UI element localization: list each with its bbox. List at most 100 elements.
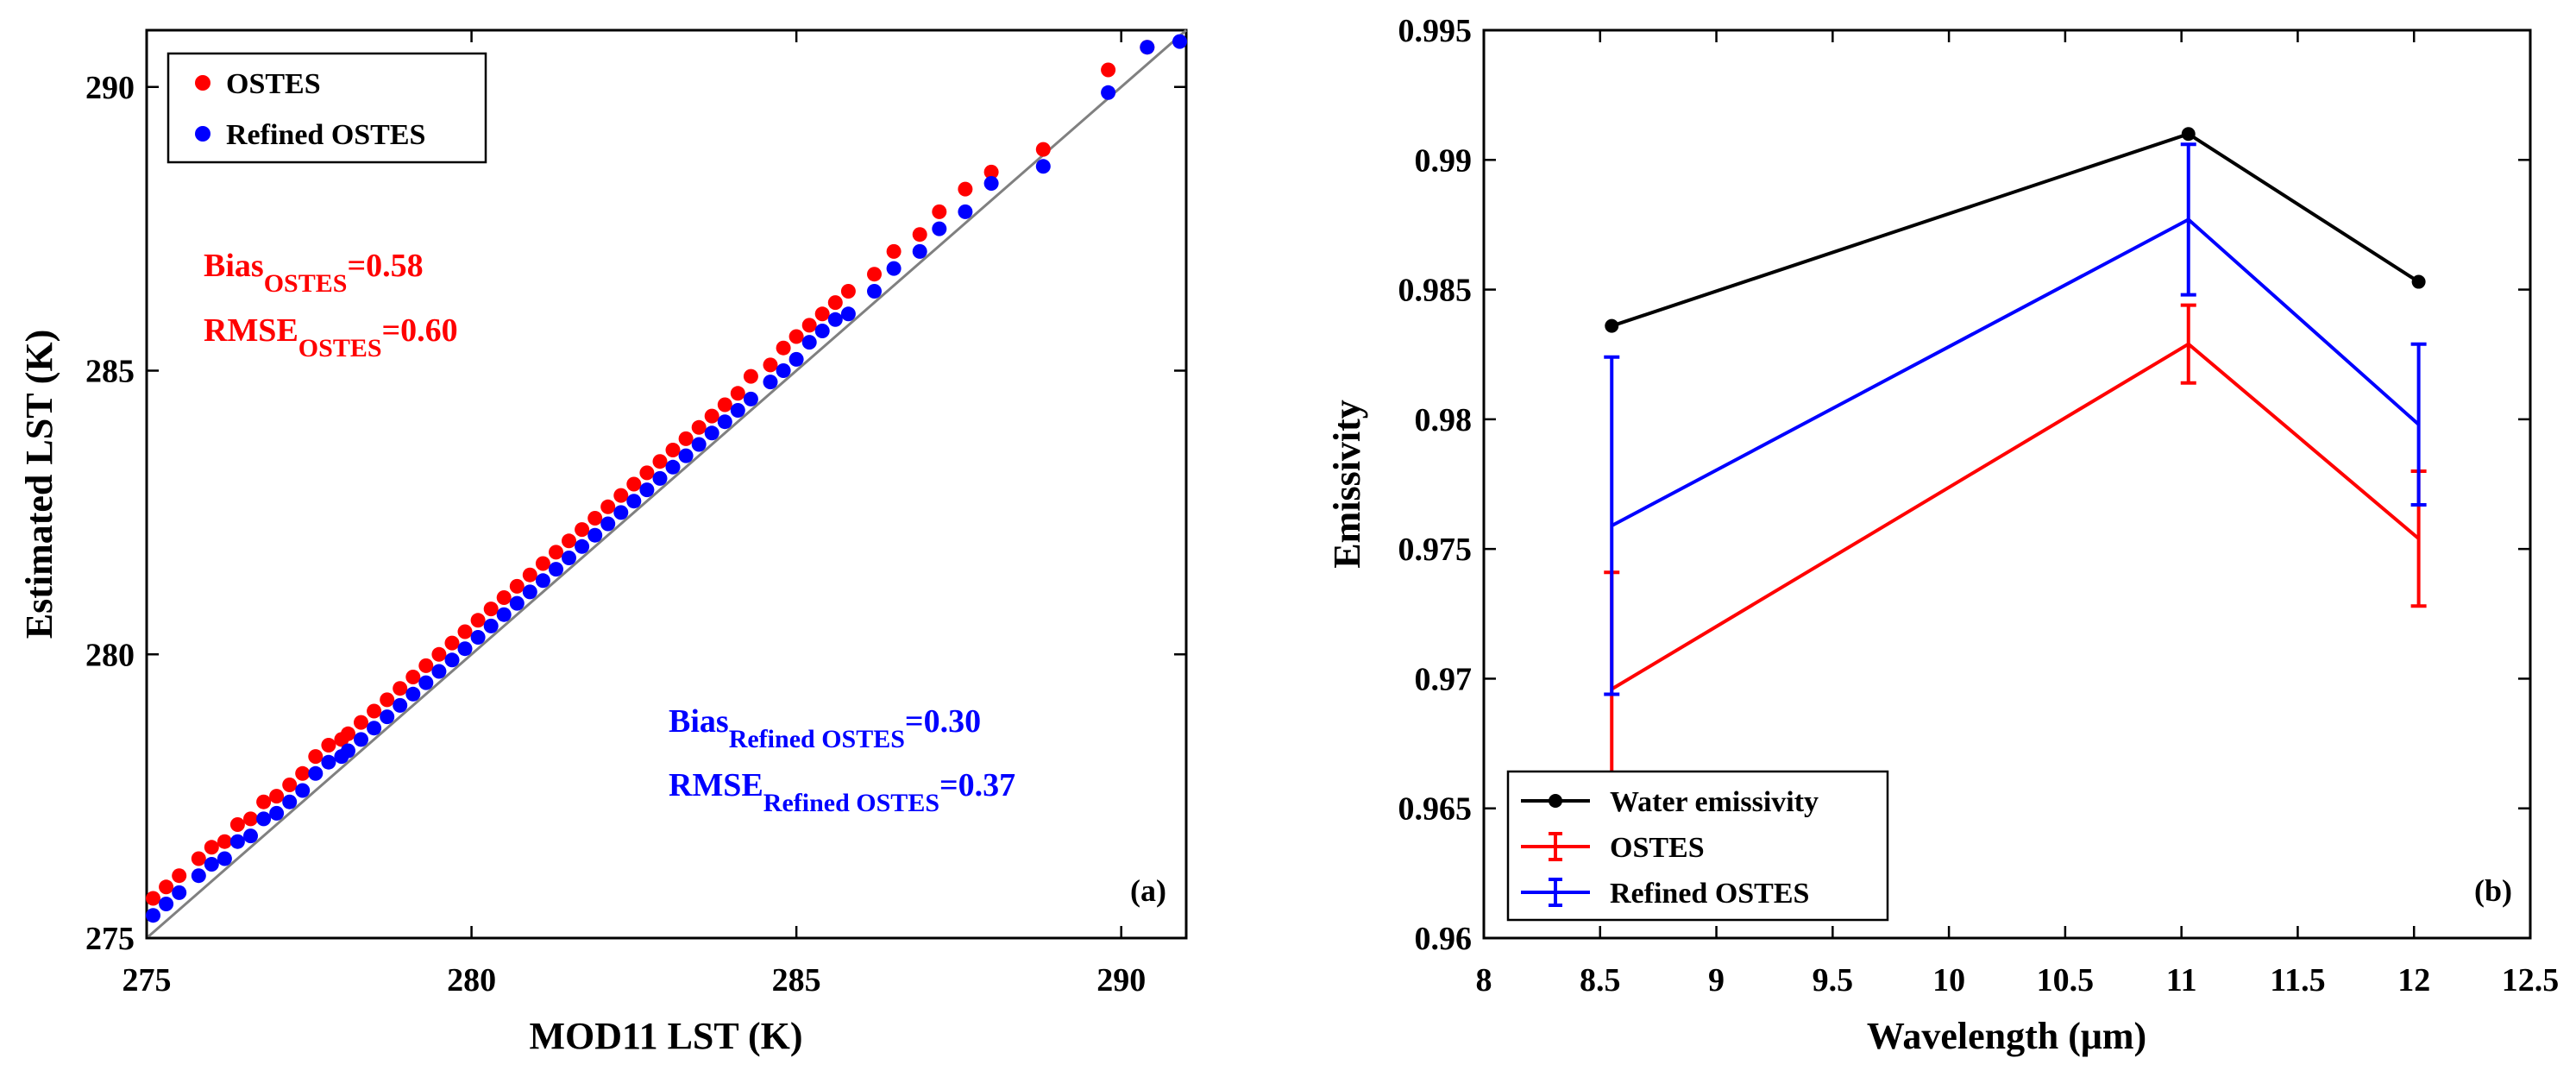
refined-ostes-point-57 xyxy=(932,221,947,236)
annotation-rmse-ostes-sub: OSTES xyxy=(298,334,382,362)
refined-ostes-point-5 xyxy=(217,851,232,866)
a-y-tick-label-280: 280 xyxy=(85,637,135,673)
b-y-tick-label-0.96: 0.96 xyxy=(1415,921,1473,957)
refined-ostes-point-41 xyxy=(678,448,694,463)
ostes-point-10 xyxy=(282,778,298,792)
ostes-point-45 xyxy=(730,386,745,401)
ostes-point-7 xyxy=(243,811,258,827)
refined-ostes-point-51 xyxy=(814,324,830,338)
refined-ostes-point-35 xyxy=(600,516,616,532)
refined-ostes-point-28 xyxy=(509,595,525,611)
annotation-rmse-refined-main: RMSE xyxy=(669,767,763,803)
legend-ostes-label: OSTES xyxy=(226,68,321,100)
refined-ostes-point-29 xyxy=(522,584,537,600)
refined-ostes-point-55 xyxy=(886,261,902,276)
refined-ostes-point-1 xyxy=(159,897,174,911)
refined-ostes-point-48 xyxy=(776,363,791,378)
legend-ostes-label-b: OSTES xyxy=(1610,832,1705,864)
ostes-point-0 xyxy=(146,891,160,906)
a-y-tick-label-290: 290 xyxy=(85,70,135,106)
b-x-tick-label-11.5: 11.5 xyxy=(2270,962,2325,998)
ostes-point-52 xyxy=(827,295,843,311)
annotation-rmse-ostes-value: =0.60 xyxy=(382,312,458,349)
refined-ostes-point-20 xyxy=(405,686,421,702)
ostes-point-2 xyxy=(172,868,187,884)
water-emissivity-point-2 xyxy=(2411,274,2426,289)
ostes-point-51 xyxy=(814,306,830,322)
refined-ostes-point-19 xyxy=(393,697,408,713)
annotation-rmse-refined-ostes: RMSERefined OSTES=0.37 xyxy=(669,767,1015,817)
refined-ostes-point-47 xyxy=(763,375,778,390)
a-x-tick-label-290: 290 xyxy=(1096,962,1146,998)
b-x-tick-label-8.5: 8.5 xyxy=(1580,962,1621,998)
ostes-point-58 xyxy=(958,181,973,197)
ostes-point-8 xyxy=(256,794,272,809)
ostes-point-27 xyxy=(496,590,512,605)
panel-a-label: (a) xyxy=(1130,873,1166,908)
ostes-point-55 xyxy=(886,243,902,259)
panel-a-legend: OSTES Refined OSTES xyxy=(166,52,487,164)
panel-a-x-ticks: 275 280 285 290 xyxy=(123,30,1146,998)
b-y-tick-label-0.975: 0.975 xyxy=(1398,532,1473,568)
refined-ostes-point-54 xyxy=(867,284,882,299)
ostes-point-56 xyxy=(912,227,927,242)
refined-ostes-point-36 xyxy=(613,505,629,520)
ostes-point-36 xyxy=(613,488,629,503)
ostes-point-42 xyxy=(691,419,707,435)
ostes-point-20 xyxy=(405,670,421,684)
refined-ostes-point-16 xyxy=(354,732,368,747)
annotation-rmse-refined-value: =0.37 xyxy=(939,767,1015,803)
refined-ostes-point-38 xyxy=(639,482,655,498)
panel-b-label: (b) xyxy=(2474,873,2512,908)
refined-ostes-point-8 xyxy=(256,811,272,827)
ostes-point-15 xyxy=(341,726,355,741)
ostes-point-5 xyxy=(217,834,232,849)
legend-refined-ostes-label: Refined OSTES xyxy=(226,119,425,151)
ostes-point-30 xyxy=(535,556,550,571)
refined-ostes-point-10 xyxy=(282,794,298,809)
refined-ostes-point-59 xyxy=(983,176,999,191)
panel-b-y-axis-label: Emissivity xyxy=(1326,400,1368,569)
annotation-rmse-refined-sub: Refined OSTES xyxy=(763,789,939,817)
refined-ostes-point-43 xyxy=(704,425,719,441)
legend-refined-ostes-marker xyxy=(195,126,210,142)
refined-ostes-point-22 xyxy=(431,664,447,679)
legend-ostes-marker xyxy=(195,75,210,91)
ostes-point-44 xyxy=(717,397,732,413)
ostes-point-59 xyxy=(983,164,999,180)
ostes-point-60 xyxy=(1035,142,1051,157)
refined-ostes-point-3 xyxy=(191,868,206,884)
refined-ostes-point-46 xyxy=(743,391,758,406)
a-x-tick-label-285: 285 xyxy=(772,962,821,998)
ostes-point-48 xyxy=(776,340,791,356)
ostes-point-31 xyxy=(549,545,563,560)
b-x-tick-label-12: 12 xyxy=(2397,962,2430,998)
annotation-bias-refined-value: =0.30 xyxy=(905,703,981,740)
ostes-point-41 xyxy=(678,431,694,446)
ostes-point-33 xyxy=(575,522,590,538)
ostes-point-25 xyxy=(470,613,486,628)
ostes-point-50 xyxy=(801,318,817,333)
ostes-point-57 xyxy=(932,204,947,219)
refined-ostes-point-11 xyxy=(295,783,311,798)
a-y-tick-label-275: 275 xyxy=(85,921,135,957)
ostes-point-17 xyxy=(367,703,382,719)
refined-ostes-point-13 xyxy=(321,754,336,770)
refined-ostes-point-21 xyxy=(418,675,434,690)
ostes-point-34 xyxy=(587,511,603,526)
refined-ostes-point-37 xyxy=(626,494,642,509)
ostes-point-11 xyxy=(295,765,311,781)
panel-b-lines xyxy=(1604,127,2427,808)
panel-a-points xyxy=(146,34,1187,923)
refined-ostes-point-27 xyxy=(496,607,512,622)
ostes-point-53 xyxy=(840,284,856,299)
ostes-point-22 xyxy=(431,646,447,662)
ostes-point-39 xyxy=(652,454,668,469)
refined-ostes-point-12 xyxy=(308,765,324,781)
ostes-point-26 xyxy=(483,601,499,617)
refined-ostes-point-0 xyxy=(146,908,160,923)
refined-ostes-point-33 xyxy=(575,538,590,554)
refined-ostes-point-45 xyxy=(730,403,745,418)
b-y-tick-label-0.98: 0.98 xyxy=(1415,402,1473,438)
